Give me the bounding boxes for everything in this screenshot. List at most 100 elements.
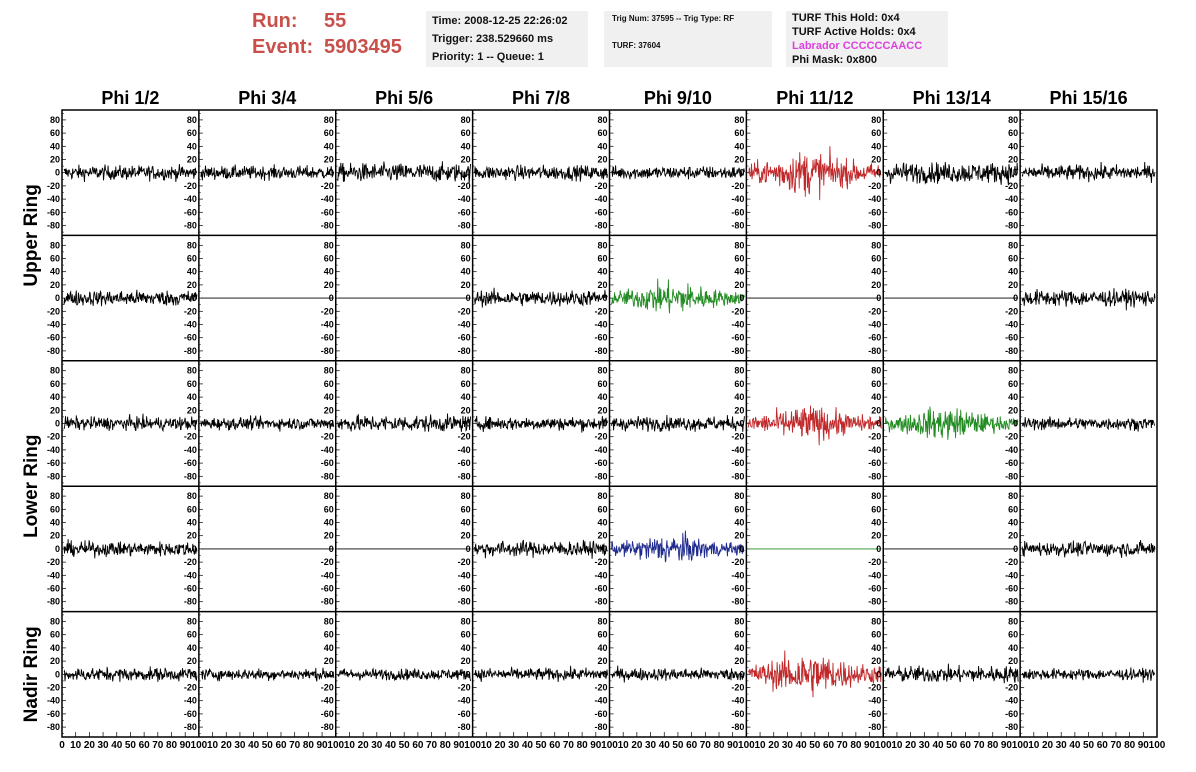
y-tick-label: 0 [192, 168, 197, 178]
y-tick-label: -80 [184, 597, 197, 607]
x-tick-label: 80 [577, 740, 589, 751]
x-tick-label: 40 [111, 740, 123, 751]
y-tick-label: -80 [47, 346, 60, 356]
y-tick-label: -20 [47, 432, 60, 442]
waveform-trace [474, 665, 608, 682]
x-tick-label: 80 [850, 740, 862, 751]
y-tick-label: -20 [731, 683, 744, 693]
y-tick-label: -20 [184, 181, 197, 191]
x-tick-label: 80 [166, 740, 178, 751]
y-tick-label: -20 [731, 432, 744, 442]
y-tick-label: 40 [50, 643, 60, 653]
x-tick-label: 70 [563, 740, 575, 751]
y-tick-label: -60 [1005, 709, 1018, 719]
y-tick-label: -20 [1005, 557, 1018, 567]
y-tick-label: -40 [184, 194, 197, 204]
y-tick-label: 60 [324, 379, 334, 389]
y-tick-label: 40 [871, 643, 881, 653]
turf-hold-text: TURF This Hold: 0x4 [792, 12, 900, 24]
waveform-trace [200, 164, 335, 181]
y-tick-label: 20 [461, 280, 471, 290]
x-tick-label: 40 [1069, 740, 1081, 751]
y-tick-label: 60 [50, 128, 60, 138]
x-tick-label: 10 [1028, 740, 1040, 751]
y-tick-label: -60 [184, 458, 197, 468]
y-tick-label: 60 [734, 254, 744, 264]
y-tick-label: 40 [597, 267, 607, 277]
waveform-trace [63, 666, 198, 682]
x-tick-label: 100 [738, 740, 755, 751]
y-tick-label: 20 [734, 531, 744, 541]
y-tick-label: -80 [184, 346, 197, 356]
y-tick-label: -60 [594, 207, 607, 217]
y-tick-label: 40 [461, 267, 471, 277]
y-tick-label: 80 [1008, 617, 1018, 627]
x-tick-label: 60 [1097, 740, 1109, 751]
y-tick-label: 0 [466, 168, 471, 178]
waveform-trace [474, 415, 608, 433]
y-tick-label: 80 [734, 491, 744, 501]
y-tick-label: 40 [597, 141, 607, 151]
y-tick-label: 20 [50, 405, 60, 415]
labrador-text: Labrador CCCCCCAACC [792, 40, 923, 52]
y-tick-label: 40 [871, 392, 881, 402]
y-tick-label: 40 [461, 141, 471, 151]
y-tick-label: 80 [324, 617, 334, 627]
y-tick-label: 40 [50, 267, 60, 277]
y-tick-label: 0 [602, 544, 607, 554]
y-tick-label: 40 [734, 643, 744, 653]
y-tick-label: 40 [187, 392, 197, 402]
x-tick-label: 100 [1149, 740, 1166, 751]
y-tick-label: 20 [871, 280, 881, 290]
y-tick-label: -80 [731, 221, 744, 231]
y-tick-label: 60 [461, 254, 471, 264]
waveform-trace [63, 539, 198, 559]
y-tick-label: -40 [321, 320, 334, 330]
y-tick-label: 20 [50, 280, 60, 290]
y-tick-label: -80 [321, 597, 334, 607]
y-tick-label: 0 [602, 419, 607, 429]
column-title: Phi 7/8 [512, 88, 570, 108]
x-tick-label: 40 [796, 740, 808, 751]
y-tick-label: 60 [1008, 630, 1018, 640]
y-tick-label: -20 [868, 181, 881, 191]
y-tick-label: 0 [739, 669, 744, 679]
ring-label: Upper Ring [21, 184, 42, 286]
y-tick-label: 20 [871, 405, 881, 415]
waveform-trace [611, 665, 745, 683]
y-tick-label: -80 [184, 722, 197, 732]
y-tick-label: 0 [739, 419, 744, 429]
x-tick-label: 90 [1001, 740, 1013, 751]
run-value: 55 [324, 10, 347, 32]
y-tick-label: -60 [594, 458, 607, 468]
y-tick-label: -60 [184, 584, 197, 594]
y-tick-label: -80 [321, 221, 334, 231]
y-tick-label: 60 [871, 504, 881, 514]
y-tick-label: -80 [594, 722, 607, 732]
y-tick-label: -20 [458, 306, 471, 316]
y-tick-label: -20 [184, 557, 197, 567]
y-tick-label: 20 [734, 280, 744, 290]
y-tick-label: -20 [1005, 181, 1018, 191]
y-tick-label: -40 [184, 570, 197, 580]
waveform-trace [474, 539, 608, 559]
y-tick-label: 0 [329, 544, 334, 554]
y-tick-label: 0 [55, 293, 60, 303]
y-tick-label: -20 [184, 432, 197, 442]
y-tick-label: -40 [731, 570, 744, 580]
waveform-trace [1021, 667, 1156, 683]
y-tick-label: 80 [461, 366, 471, 376]
x-tick-label: 100 [1012, 740, 1029, 751]
x-tick-label: 30 [1056, 740, 1068, 751]
y-tick-label: 20 [1008, 280, 1018, 290]
y-tick-label: -80 [458, 346, 471, 356]
column-title: Phi 13/14 [913, 88, 991, 108]
x-tick-label: 80 [303, 740, 315, 751]
y-tick-label: -60 [458, 458, 471, 468]
y-tick-label: -20 [47, 683, 60, 693]
x-tick-label: 20 [631, 740, 643, 751]
x-tick-label: 60 [960, 740, 972, 751]
y-tick-label: -20 [1005, 432, 1018, 442]
y-tick-label: -20 [594, 432, 607, 442]
y-tick-label: -60 [321, 207, 334, 217]
